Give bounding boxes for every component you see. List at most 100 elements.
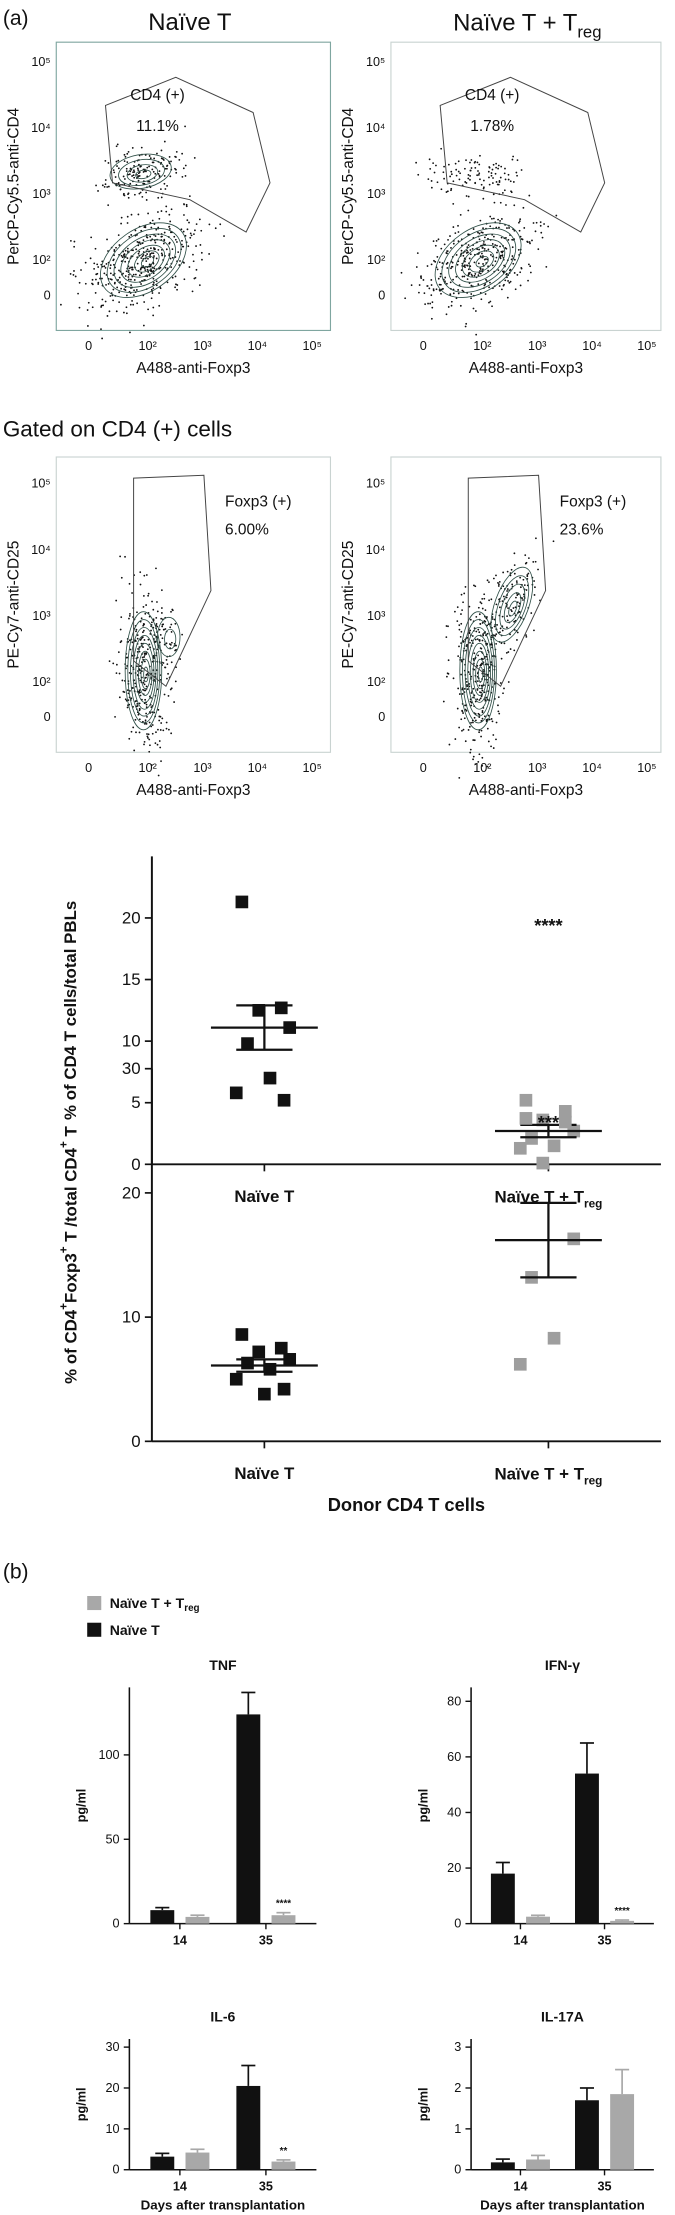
x-axis-label: A488-anti-Foxp3 <box>136 782 250 799</box>
y-tick-label: 10³ <box>32 187 50 201</box>
x-tick-label: 10² <box>473 339 491 353</box>
y-tick-label: 10³ <box>367 187 385 201</box>
y-tick-label: 40 <box>447 1805 461 1819</box>
gate-percent: 11.1% <box>136 118 179 135</box>
x-tick-label: 0 <box>420 339 427 353</box>
y-tick-label: 80 <box>447 1694 461 1708</box>
data-point <box>536 1113 550 1127</box>
y-tick-label: 10³ <box>32 609 50 623</box>
chart-title: TNF <box>209 1657 237 1673</box>
contour <box>455 239 506 283</box>
category-label: 35 <box>259 2180 273 2194</box>
y-tick-label: 10⁵ <box>366 477 385 491</box>
contour <box>477 666 484 683</box>
y-tick-label: 15 <box>122 970 141 989</box>
x-tick-label: 0 <box>85 761 92 775</box>
panel-label: (b) <box>3 1561 29 1584</box>
x-tick-label: 10⁴ <box>248 339 267 353</box>
category-label-part: Naïve T + T <box>495 1464 585 1483</box>
column-title-part: Naïve T + T <box>453 9 578 36</box>
contour <box>100 222 187 298</box>
y-tick-label: 10⁵ <box>366 55 385 69</box>
bar <box>575 2100 599 2170</box>
event-dots <box>477 537 555 660</box>
contour <box>468 250 495 273</box>
data-point <box>263 1071 277 1085</box>
legend-label-part: Naïve T + T <box>110 1595 185 1611</box>
contour <box>134 250 160 273</box>
bar <box>150 1910 175 1924</box>
x-axis-label: A488-anti-Foxp3 <box>469 360 583 377</box>
y-tick-label: 60 <box>447 1750 461 1764</box>
data-point <box>258 1387 271 1401</box>
y-tick-label: 5 <box>131 1093 140 1112</box>
bar <box>236 1714 261 1924</box>
gate-label: CD4 (+) <box>465 87 520 104</box>
data-point <box>241 1037 254 1050</box>
gate <box>133 474 212 687</box>
data-point <box>519 1093 533 1107</box>
event-dots <box>95 125 196 207</box>
gate-label: CD4 (+) <box>130 87 185 104</box>
y-tick-label: 10² <box>32 675 50 689</box>
y-tick-label: 0 <box>131 1432 140 1451</box>
contour <box>127 244 165 278</box>
y-tick-label: 10⁵ <box>31 477 50 491</box>
x-axis-label: Days after transplantation <box>480 2197 645 2212</box>
data-point <box>274 1341 288 1355</box>
bar <box>236 2085 261 2170</box>
data-point <box>252 1004 266 1017</box>
chart-title: IFN-γ <box>545 1657 580 1673</box>
y-axis-label: PerCP-Cy5.5-anti-CD4 <box>340 107 357 265</box>
contour <box>157 616 181 658</box>
y-tick-label: 10² <box>367 253 385 267</box>
contour <box>464 627 493 717</box>
category-label: 14 <box>513 1934 527 1948</box>
gate-percent: 6.00% <box>225 522 269 539</box>
contour <box>459 611 497 731</box>
data-point <box>558 1105 572 1118</box>
data-point <box>536 1156 550 1170</box>
gate <box>439 76 606 233</box>
y-tick-label: 10⁴ <box>366 121 386 135</box>
contour <box>124 611 163 731</box>
y-tick-label: 0 <box>131 1155 140 1174</box>
category-label-part: reg <box>584 1197 602 1211</box>
bar <box>150 2156 175 2170</box>
legend-label: Naïve T + Treg <box>110 1595 200 1614</box>
bar <box>526 1916 550 1924</box>
contour <box>448 233 511 288</box>
category-label: 35 <box>598 2180 612 2194</box>
legend-label: Naïve T <box>110 1622 160 1638</box>
y-axis-label-part: + <box>56 1141 70 1148</box>
significance: *** <box>538 1112 560 1133</box>
gate-percent: 1.78% <box>470 118 514 135</box>
y-tick-label: 0 <box>454 1917 461 1931</box>
y-tick-label: 20 <box>122 1183 141 1202</box>
y-axis-label: pg/ml <box>416 1789 430 1823</box>
y-axis-label: % of CD4+Foxp3+ T /total CD4+ T <box>56 1125 80 1383</box>
y-axis-label: PE-Cy7-anti-CD25 <box>6 541 23 669</box>
contour <box>461 244 500 278</box>
y-tick-label: 100 <box>98 1748 119 1762</box>
y-tick-label: 10 <box>105 2122 119 2136</box>
category-label: Naïve T <box>234 1187 295 1206</box>
y-tick-label: 0 <box>113 2163 120 2177</box>
y-tick-label: 10⁴ <box>366 543 386 557</box>
category-label: Naïve T <box>234 1464 295 1483</box>
category-label: 35 <box>598 1934 612 1948</box>
data-point <box>547 1331 561 1345</box>
data-point <box>252 1345 266 1359</box>
y-tick-label: 30 <box>105 2040 119 2054</box>
y-tick-label: 10 <box>122 1032 141 1051</box>
significance: **** <box>276 1899 291 1910</box>
gate <box>104 76 271 233</box>
y-axis-label: % of CD4 T cells/total PBLs <box>61 901 80 1120</box>
section-title: Gated on CD4 (+) cells <box>3 416 232 441</box>
data-point <box>229 1086 243 1100</box>
contour <box>475 255 489 268</box>
gate-label: Foxp3 (+) <box>225 494 292 511</box>
contour <box>140 255 155 268</box>
x-tick-label: 10⁵ <box>303 761 322 775</box>
